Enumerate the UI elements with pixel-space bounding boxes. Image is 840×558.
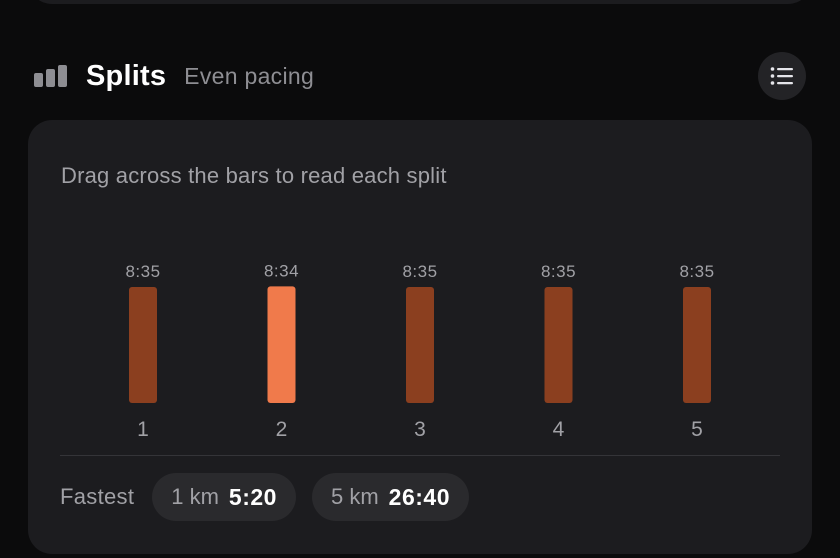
split-value-label: 8:35	[402, 262, 437, 281]
split-value-label: 8:34	[264, 261, 299, 280]
split-bar-1[interactable]	[129, 287, 157, 403]
split-index-label: 4	[553, 418, 565, 441]
split-index-label: 5	[691, 418, 703, 441]
split-value-label: 8:35	[125, 262, 160, 281]
pill-time: 5:20	[228, 483, 277, 510]
split-bar-5[interactable]	[683, 287, 711, 403]
list-view-button[interactable]	[758, 52, 806, 100]
splits-card: Drag across the bars to read each split …	[28, 120, 812, 554]
pill-distance: 1 km	[171, 484, 219, 509]
pill-time: 26:40	[388, 483, 450, 510]
fastest-5km-pill[interactable]: 5 km 26:40	[311, 473, 469, 521]
divider	[60, 455, 780, 456]
split-bar-4[interactable]	[544, 287, 573, 403]
split-value-label: 8:35	[541, 262, 576, 281]
split-index-label: 2	[276, 418, 288, 441]
previous-card-edge	[28, 0, 812, 4]
split-bar-2[interactable]	[267, 286, 296, 403]
fastest-1km-pill[interactable]: 1 km 5:20	[152, 473, 296, 521]
fastest-label: Fastest	[60, 484, 135, 509]
section-subtitle: Even pacing	[184, 62, 315, 89]
split-value-label: 8:35	[679, 262, 714, 281]
splits-header: Splits Even pacing	[34, 52, 806, 100]
pill-distance: 5 km	[330, 484, 379, 509]
split-index-label: 3	[414, 418, 426, 441]
list-icon	[770, 67, 793, 85]
split-bar-3[interactable]	[406, 287, 434, 403]
bar-chart-icon	[34, 65, 67, 87]
fastest-row: Fastest 1 km 5:20 5 km 26:40	[60, 473, 485, 521]
drag-hint: Drag across the bars to read each split	[61, 163, 447, 188]
split-index-label: 1	[137, 418, 149, 441]
splits-bar-chart[interactable]: 8:35 1 8:34 2 8:35 3 8:35 4 8:35 5	[28, 120, 812, 450]
section-title: Splits	[86, 59, 167, 92]
